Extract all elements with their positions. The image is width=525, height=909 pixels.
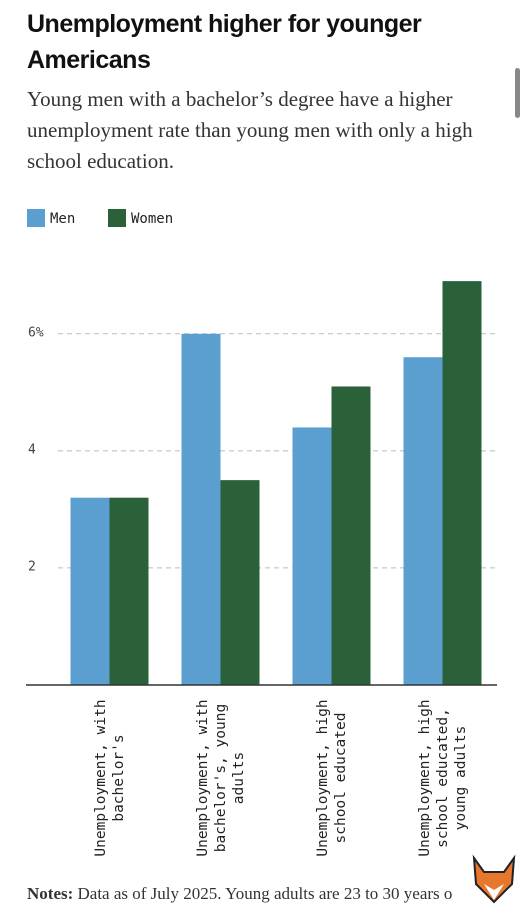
y-tick-label: 2 [28, 559, 36, 574]
chart-title: Unemployment higher for younger American… [27, 10, 422, 74]
legend-label: Men [50, 211, 75, 227]
x-tick-label: Unemployment, high school educated [314, 698, 349, 857]
bar [109, 497, 149, 685]
legend-swatch [108, 209, 126, 227]
legend-swatch [27, 209, 45, 227]
x-tick-label: Unemployment, with bachelor's, young adu… [194, 698, 247, 857]
notes: Notes: Data as of July 2025. Young adult… [27, 884, 467, 904]
notes-label: Notes: [27, 884, 74, 903]
y-tick-label: 4 [28, 442, 36, 457]
chart-subtitle: Young men with a bachelor’s degree have … [27, 87, 473, 173]
bar [331, 386, 371, 685]
bar [442, 281, 482, 685]
x-tick-label: Unemployment, with bachelor's [92, 698, 127, 857]
scrollbar[interactable] [515, 68, 520, 118]
bar [220, 480, 260, 685]
y-tick-label: 6% [28, 325, 44, 340]
legend-label: Women [131, 211, 173, 227]
bar [403, 357, 443, 685]
bar [181, 333, 221, 685]
bar [292, 427, 332, 685]
bar [70, 497, 110, 685]
notes-text: Data as of July 2025. Young adults are 2… [77, 884, 453, 903]
x-tick-label: Unemployment, high school educated, youn… [416, 698, 469, 857]
